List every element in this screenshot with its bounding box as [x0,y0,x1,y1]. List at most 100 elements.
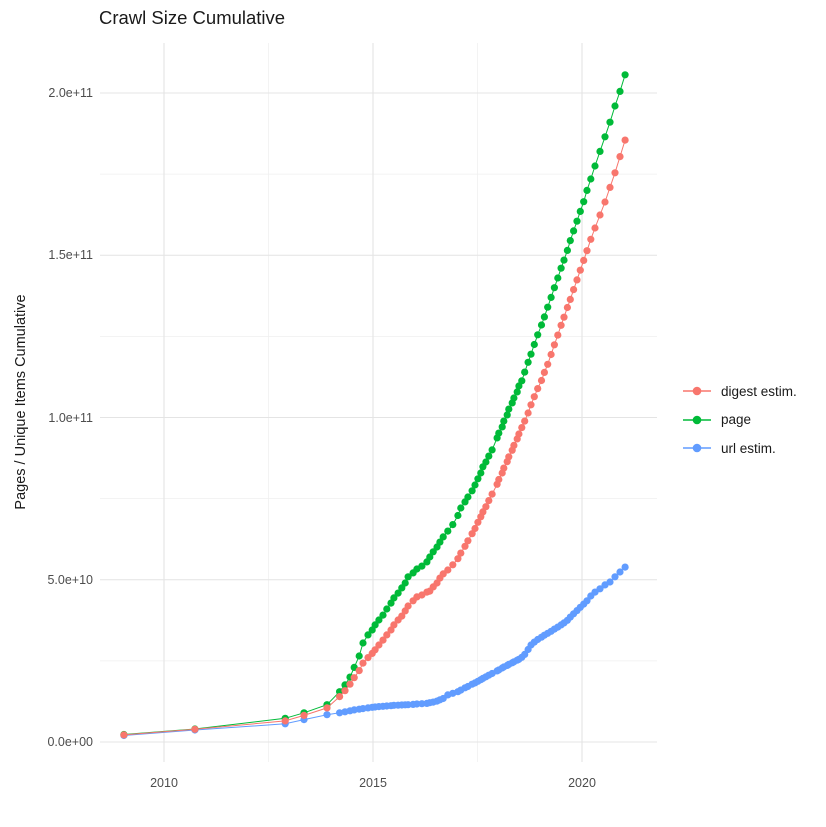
data-point [621,563,629,571]
data-point [120,731,128,739]
data-point [576,266,584,274]
data-point [521,368,529,376]
data-point [560,256,568,264]
data-point [540,368,548,376]
data-point [383,631,391,639]
data-point [606,118,614,126]
data-point [346,680,354,688]
data-point [580,256,588,264]
data-point [485,452,493,460]
data-point [505,453,513,461]
data-point [583,247,591,255]
data-point [527,401,535,409]
data-point [510,441,518,449]
data-point [477,469,485,477]
data-point [364,631,372,639]
y-axis-title: Pages / Unique Items Cumulative [13,294,29,510]
data-point [534,385,542,393]
legend: digest estim. page url estim. [682,377,797,463]
data-point [515,430,523,438]
legend-label: page [721,412,752,428]
data-point [591,224,599,232]
data-point [474,518,482,526]
data-point [616,153,624,161]
data-point [404,602,412,610]
data-point [323,711,331,719]
data-point [587,175,595,183]
data-point [485,497,493,505]
data-point [390,594,398,602]
data-point [379,636,387,644]
legend-key-icon [683,443,711,453]
legend-key-icon [683,415,711,425]
y-tick-label: 1.0e+11 [48,410,93,425]
data-point [398,612,406,620]
data-point [606,578,614,586]
data-point [341,687,349,695]
data-point [547,350,555,359]
data-point [524,409,532,417]
legend-item-digest-estim: digest estim. [682,377,797,406]
data-point [454,511,462,520]
data-point [524,358,532,366]
data-point [350,674,358,682]
data-point [518,377,526,385]
y-tick-label: 2.0e+11 [48,86,93,100]
data-point [573,276,581,284]
data-point [557,264,565,272]
data-point [500,417,508,425]
data-point [281,717,289,725]
data-point [518,424,526,432]
data-point [371,621,379,629]
data-point [464,537,472,545]
data-point [550,284,558,292]
data-point [540,313,548,321]
data-point [560,313,568,321]
y-tick-label: 0.0e+00 [47,735,93,749]
data-point [596,211,604,219]
plot-panel [100,43,657,762]
data-point [601,133,609,141]
data-point [371,646,379,654]
data-point [596,147,604,155]
data-point [457,504,465,512]
x-tick-label: 2010 [150,776,178,790]
data-point [495,475,503,484]
data-point [573,217,581,225]
data-point [611,102,619,110]
chart-title: Crawl Size Cumulative [99,7,286,28]
data-point [566,237,574,245]
data-point [510,394,518,402]
data-point [336,709,344,717]
data-point [300,711,308,720]
data-point [621,71,629,79]
data-point [375,616,383,624]
data-point [323,704,331,712]
data-point [471,481,479,489]
data-point [479,508,487,516]
data-point [439,533,447,541]
data-point [429,548,437,556]
data-point [426,553,434,561]
data-point [471,524,479,533]
major-gridlines [100,43,657,762]
y-tick-label: 5.0e+10 [47,572,93,587]
series-digest-estim [120,136,629,739]
data-point [461,542,469,550]
data-point [544,360,552,368]
data-point [621,136,629,144]
legend-label: digest estim. [721,383,797,399]
data-point [544,303,552,311]
data-point [537,321,546,329]
data-point [601,198,609,206]
data-point [418,562,426,570]
data-point [359,639,367,647]
y-tick-label: 1.5e+11 [48,248,93,263]
data-point [383,605,391,613]
data-point [591,162,599,170]
data-point [375,641,383,649]
data-point [576,207,584,215]
data-point [457,549,465,557]
data-point [404,573,412,581]
data-point [606,183,614,191]
